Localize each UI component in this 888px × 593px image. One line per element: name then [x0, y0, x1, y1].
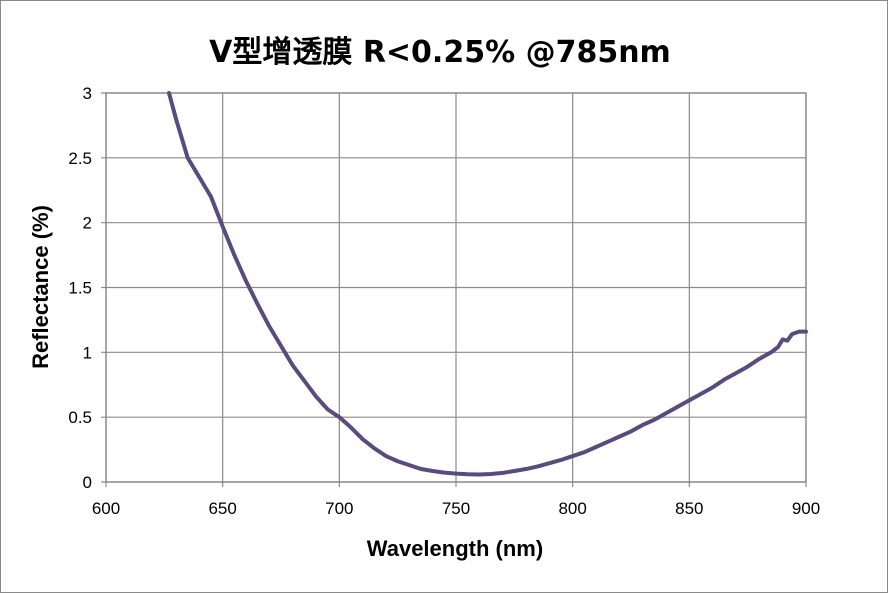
plot-area: [105, 92, 807, 483]
y-tick-label: 1: [83, 343, 92, 362]
y-tick-label: 2: [83, 214, 92, 233]
y-tick-label: 0: [83, 473, 92, 492]
x-axis-label: Wavelength (nm): [367, 536, 543, 561]
reflectance-curve: [167, 91, 808, 477]
x-tick-label: 800: [558, 499, 586, 518]
x-axis-ticks: 600 650 700 750 800 850 900: [92, 499, 820, 518]
x-tick-label: 850: [675, 499, 703, 518]
x-tick-label: 700: [325, 499, 353, 518]
x-tick-label: 600: [92, 499, 120, 518]
y-axis-ticks: 0 0.5 1 1.5 2 2.5 3: [68, 84, 92, 492]
y-axis-label: Reflectance (%): [28, 205, 53, 369]
y-tick-label: 2.5: [68, 149, 92, 168]
y-tick-label: 1.5: [68, 279, 92, 298]
y-tick-label: 0.5: [68, 408, 92, 427]
grid: [101, 92, 807, 487]
chart-title: V型增透膜 R<0.25% @785nm: [209, 35, 671, 70]
x-tick-label: 750: [442, 499, 470, 518]
y-tick-label: 3: [83, 84, 92, 103]
x-tick-label: 900: [792, 499, 820, 518]
x-tick-label: 650: [208, 499, 236, 518]
